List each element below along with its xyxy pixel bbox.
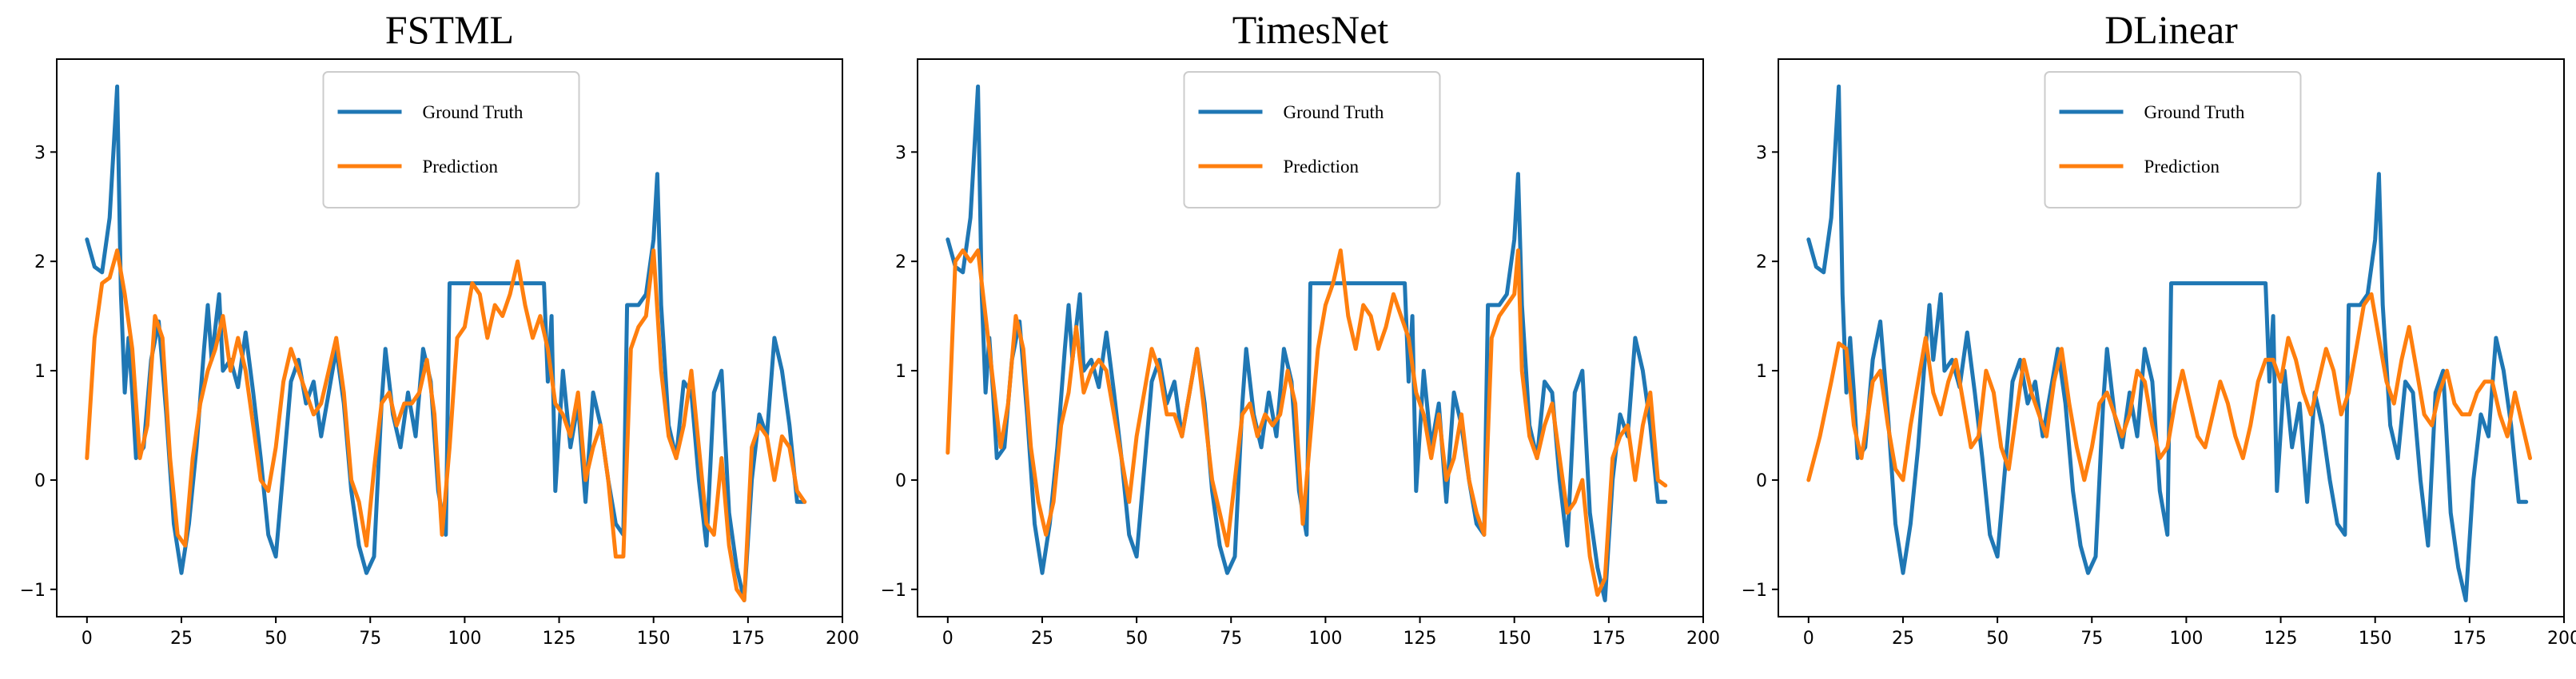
x-tick-label: 150	[2359, 629, 2392, 649]
series-line-ground-truth	[946, 84, 1668, 602]
x-tick-label: 200	[826, 629, 859, 649]
x-tick-label: 100	[448, 629, 481, 649]
x-tick-label: 50	[1986, 629, 2009, 649]
x-tick-label: 175	[1592, 629, 1626, 649]
y-tick-label: 3	[34, 143, 46, 163]
series-line-ground-truth	[85, 84, 807, 602]
y-tick-label: 1	[895, 362, 906, 382]
x-tick-label: 75	[359, 629, 381, 649]
chart-title: FSTML	[385, 7, 514, 52]
legend-box	[2044, 71, 2302, 208]
y-tick-label: 3	[895, 143, 906, 163]
y-tick-label: −1	[1742, 581, 1767, 601]
series-line-prediction	[85, 248, 807, 602]
y-tick-label: 2	[1756, 252, 1767, 272]
x-tick-label: 0	[1803, 629, 1814, 649]
x-tick-label: 0	[942, 629, 954, 649]
legend-box	[322, 71, 580, 208]
y-tick-label: 3	[1756, 143, 1767, 163]
legend-label: Ground Truth	[2144, 102, 2245, 122]
x-tick-label: 0	[82, 629, 93, 649]
chart-panel-0: FSTML 0 25 50 75 100 125 150 175 200 −1 0 1 2 3 Ground …	[20, 7, 859, 649]
legend: Ground Truth Prediction	[322, 71, 580, 208]
x-tick-label: 75	[1220, 629, 1242, 649]
chart-panel-1: TimesNet 0 25 50 75 100 125 150 175 200 −1 0 1 2 3 Grou…	[881, 7, 1720, 649]
chart-panel-2: DLinear 0 25 50 75 100 125 150 175 200 −1 0 1 2 3 Groun…	[1742, 7, 2576, 649]
legend-label: Prediction	[2144, 157, 2220, 177]
legend-label: Prediction	[1284, 157, 1360, 177]
legend: Ground Truth Prediction	[1183, 71, 1441, 208]
x-tick-label: 25	[1031, 629, 1053, 649]
x-tick-label: 150	[637, 629, 671, 649]
y-tick-label: −1	[881, 581, 906, 601]
series-line-prediction	[946, 248, 1668, 598]
x-tick-label: 50	[1125, 629, 1148, 649]
x-tick-label: 125	[543, 629, 576, 649]
y-tick-label: 0	[895, 471, 906, 491]
x-tick-label: 25	[170, 629, 193, 649]
x-tick-label: 100	[1308, 629, 1342, 649]
y-tick-label: 2	[895, 252, 906, 272]
chart-title: TimesNet	[1232, 7, 1389, 52]
x-tick-label: 200	[1686, 629, 1720, 649]
y-tick-label: −1	[20, 581, 46, 601]
legend: Ground Truth Prediction	[2044, 71, 2302, 208]
series-line-ground-truth	[1806, 84, 2529, 602]
x-tick-label: 125	[2264, 629, 2298, 649]
x-tick-label: 125	[1403, 629, 1437, 649]
legend-label: Ground Truth	[423, 102, 524, 122]
x-tick-label: 75	[2080, 629, 2103, 649]
x-tick-label: 100	[2169, 629, 2203, 649]
y-tick-label: 0	[1756, 471, 1767, 491]
plot-frame	[917, 58, 1704, 617]
y-tick-label: 1	[1756, 362, 1767, 382]
x-tick-label: 50	[265, 629, 287, 649]
x-tick-label: 175	[2453, 629, 2486, 649]
legend-label: Prediction	[423, 157, 499, 177]
x-tick-label: 150	[1498, 629, 1531, 649]
legend-label: Ground Truth	[1284, 102, 1384, 122]
x-tick-label: 25	[1892, 629, 1914, 649]
plot-frame	[1778, 58, 2565, 617]
x-tick-label: 175	[731, 629, 765, 649]
y-tick-label: 2	[34, 252, 46, 272]
y-tick-label: 1	[34, 362, 46, 382]
x-tick-label: 200	[2547, 629, 2576, 649]
y-tick-label: 0	[34, 471, 46, 491]
plot-frame	[56, 58, 843, 617]
chart-title: DLinear	[2104, 7, 2238, 52]
series-line-prediction	[1806, 292, 2532, 482]
legend-box	[1183, 71, 1441, 208]
